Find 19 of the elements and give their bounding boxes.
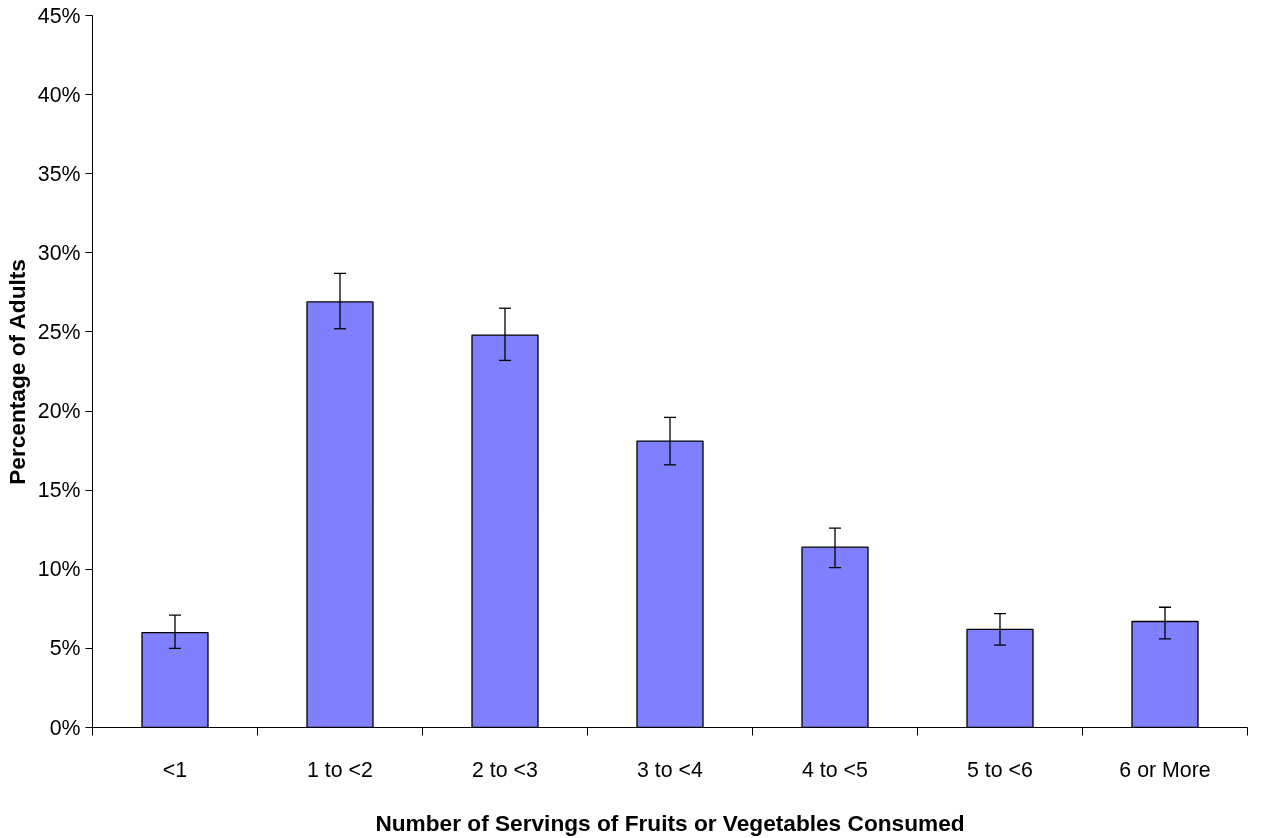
y-tick-label: 35% xyxy=(37,161,81,186)
x-tick-label: 2 to <3 xyxy=(472,757,538,782)
y-tick-label: 25% xyxy=(37,319,81,344)
y-tick-label: 10% xyxy=(37,557,81,582)
y-tick-label: 20% xyxy=(37,399,81,424)
y-tick-label: 0% xyxy=(49,715,81,740)
y-tick-label: 45% xyxy=(37,3,81,28)
y-tick-label: 30% xyxy=(37,240,81,265)
y-tick-label: 40% xyxy=(37,82,81,107)
x-axis-title: Number of Servings of Fruits or Vegetables Consumed xyxy=(375,809,965,836)
y-axis-title: Percentage of Adults xyxy=(3,259,30,485)
x-tick-label: 5 to <6 xyxy=(967,757,1033,782)
x-tick-label: 4 to <5 xyxy=(802,757,868,782)
y-tick-label: 15% xyxy=(37,478,81,503)
x-tick-label: 3 to <4 xyxy=(637,757,704,782)
x-tick-label: 6 or More xyxy=(1119,757,1211,782)
x-tick-label: <1 xyxy=(162,757,188,782)
y-tick-label: 5% xyxy=(49,636,81,661)
x-tick-label: 1 to <2 xyxy=(307,757,373,782)
